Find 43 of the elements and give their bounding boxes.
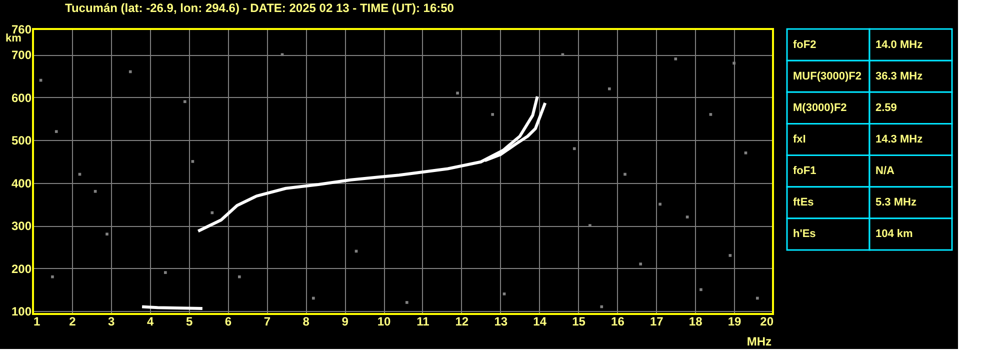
- text: fxI: [793, 134, 806, 146]
- text: M(3000)F2: [793, 102, 847, 114]
- x-tick-label: 18: [688, 314, 703, 328]
- x-tick-label: 9: [342, 314, 349, 328]
- x-tick-label: 5: [186, 314, 193, 328]
- chart-title: Tucumán (lat: -26.9, lon: 294.6) - DATE: 2025 02 13 - TIME (UT): 16:50: [65, 1, 454, 15]
- text: 36.3 MHz: [876, 70, 924, 82]
- y-tick-label: 100: [11, 304, 32, 319]
- x-tick-label: 13: [494, 314, 508, 328]
- x-axis-title: MHz: [746, 334, 772, 348]
- x-tick-label: 12: [455, 314, 469, 328]
- x-tick-label: 10: [377, 314, 392, 328]
- x-tick-label: 14: [533, 314, 547, 328]
- x-tick-label: 6: [224, 314, 232, 328]
- text: N/A: [876, 165, 894, 178]
- y-tick-label: 500: [11, 134, 32, 148]
- text: MUF(3000)F2: [793, 70, 862, 82]
- x-tick-label: 2: [69, 314, 76, 328]
- x-tick-label: 17: [650, 314, 664, 328]
- x-tick-label: 15: [572, 314, 586, 328]
- text: 14.0 MHz: [876, 38, 924, 51]
- text: 5.3 MHz: [876, 196, 917, 209]
- x-tick-label: 7: [264, 314, 271, 328]
- y-tick-label: 300: [11, 219, 32, 234]
- x-tick-label: 19: [728, 314, 742, 328]
- x-tick-label: 1: [34, 314, 40, 328]
- x-tick-label: 4: [147, 314, 154, 328]
- x-tick-label: 3: [108, 314, 116, 328]
- y-tick-label: 700: [11, 48, 32, 62]
- y-tick-label: 600: [11, 90, 32, 105]
- x-tick-label: 11: [416, 314, 430, 328]
- text: foF2: [793, 38, 816, 51]
- text: h'Es: [793, 228, 816, 240]
- text: 14.3 MHz: [876, 134, 924, 146]
- text: 2.59: [876, 102, 897, 114]
- text: 104 km: [876, 228, 914, 240]
- y-tick-label: 200: [11, 262, 32, 276]
- x-tick-label: 8: [302, 314, 310, 328]
- x-tick-label: 20: [760, 314, 774, 328]
- x-tick-label: 16: [611, 314, 625, 328]
- text: foF1: [793, 165, 816, 178]
- text: ftEs: [793, 196, 814, 209]
- y-tick-label: 400: [11, 176, 32, 190]
